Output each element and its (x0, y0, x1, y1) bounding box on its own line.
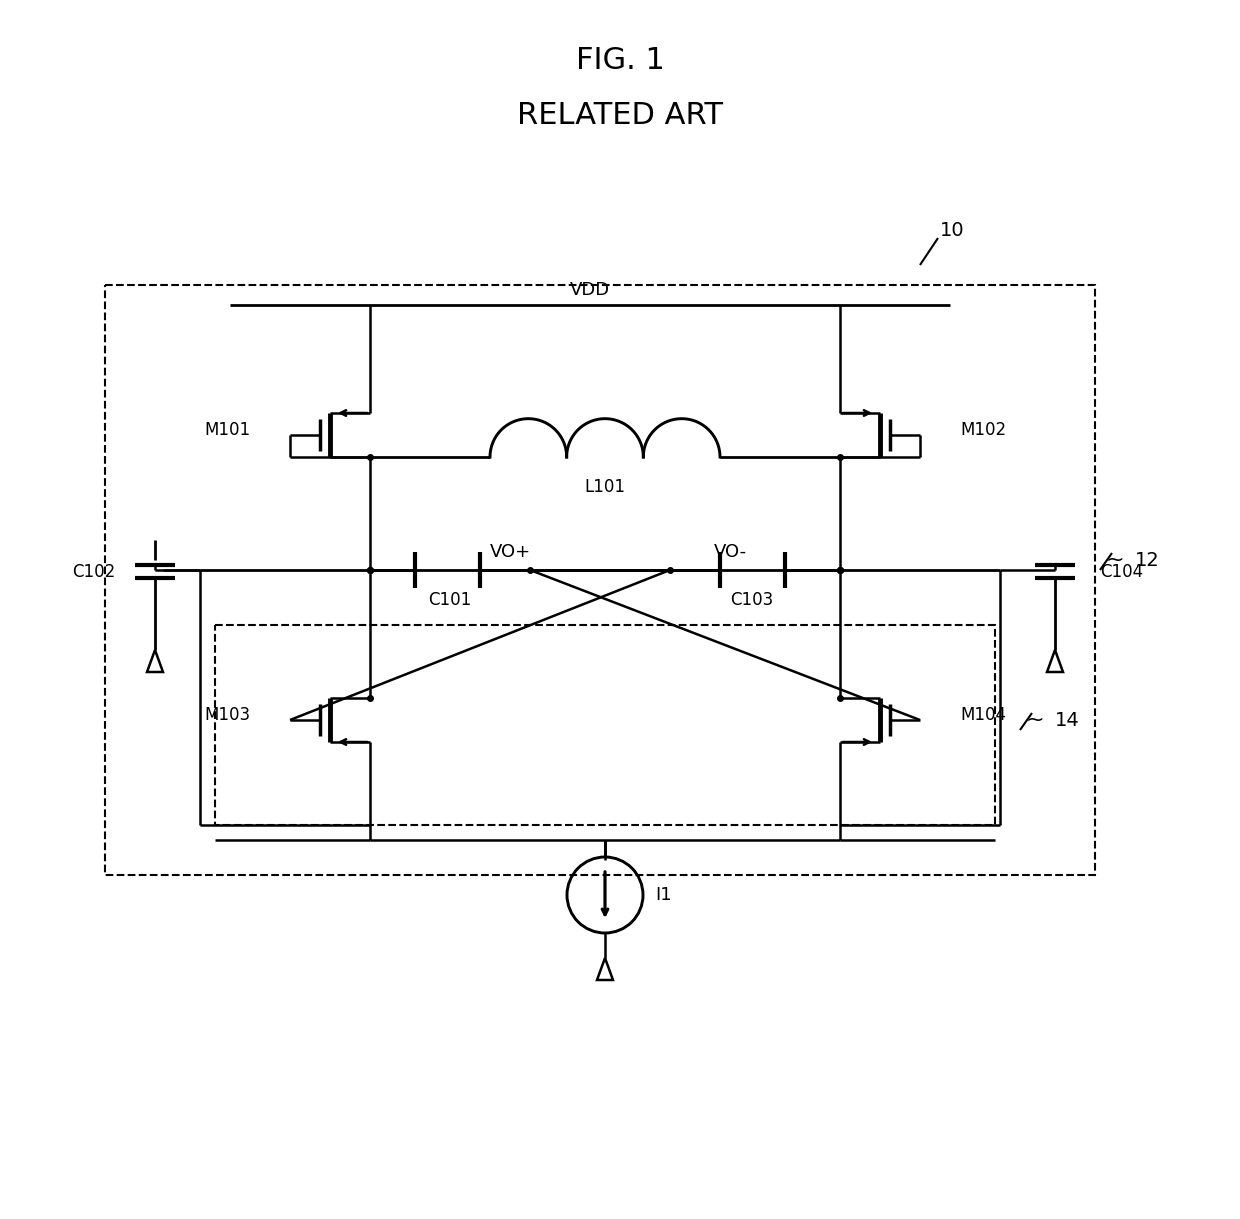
Text: M104: M104 (960, 706, 1006, 724)
Text: C101: C101 (428, 591, 471, 610)
Text: RELATED ART: RELATED ART (517, 100, 723, 129)
Text: 12: 12 (1135, 551, 1159, 569)
Text: M103: M103 (203, 706, 250, 724)
Text: FIG. 1: FIG. 1 (575, 45, 665, 74)
Text: M101: M101 (203, 421, 250, 439)
Text: VDD: VDD (570, 282, 610, 299)
Text: VO-: VO- (713, 542, 746, 561)
Text: VO+: VO+ (490, 542, 531, 561)
Text: 14: 14 (1055, 711, 1080, 729)
Text: C103: C103 (730, 591, 774, 610)
Text: ~: ~ (1106, 550, 1125, 570)
Text: I1: I1 (655, 886, 672, 904)
Text: C104: C104 (1100, 563, 1143, 581)
Bar (105, 285, 1095, 875)
Text: M102: M102 (960, 421, 1006, 439)
Text: L101: L101 (584, 478, 625, 496)
Text: ~: ~ (1025, 709, 1044, 730)
Bar (215, 625, 994, 825)
Text: C102: C102 (72, 563, 115, 581)
Text: 10: 10 (940, 221, 965, 239)
